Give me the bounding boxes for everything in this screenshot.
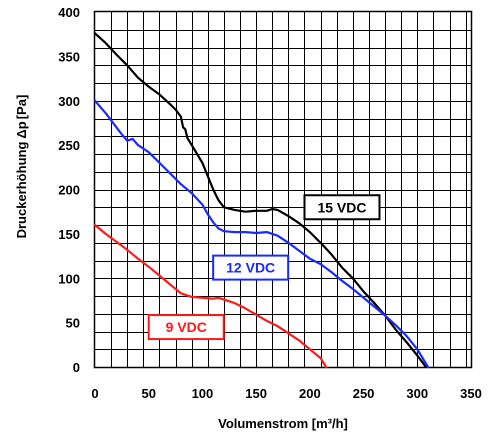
y-axis-title-group: Druckerhöhung <box>14 142 29 239</box>
y-tick-label: 0 <box>73 360 80 375</box>
series-label-15-vdc: 15 VDC <box>303 194 381 221</box>
series-label-12-vdc: 12 VDC <box>212 254 290 281</box>
x-tick-label: 350 <box>460 386 482 401</box>
series-label-text: 12 VDC <box>226 260 275 276</box>
y-tick-label: 100 <box>58 271 80 286</box>
series-line-12-vdc <box>93 99 430 369</box>
series-lines <box>93 32 430 369</box>
y-axis-unit: [Pa] <box>14 95 29 120</box>
x-tick-label: 150 <box>245 386 267 401</box>
series-line-9-vdc <box>93 223 328 369</box>
series-line-15-vdc <box>93 32 427 369</box>
gridlines <box>95 12 471 367</box>
series-label-text: 9 VDC <box>166 319 207 335</box>
delta-p-label: Δp <box>14 121 29 138</box>
y-tick-label: 300 <box>58 94 80 109</box>
x-axis-title: Volumenstrom [m³/h] <box>218 416 348 431</box>
x-tick-label: 250 <box>353 386 375 401</box>
series-label-9-vdc: 9 VDC <box>147 314 225 341</box>
series-label-box <box>212 254 290 281</box>
y-axis-unit-group: [Pa] <box>14 95 29 120</box>
series-label-text: 15 VDC <box>317 199 366 215</box>
x-tick-label: 0 <box>91 386 98 401</box>
y-tick-label: 150 <box>58 227 80 242</box>
y-tick-label: 350 <box>58 49 80 64</box>
y-axis-title: Druckerhöhung <box>14 142 29 239</box>
y-tick-label: 250 <box>58 138 80 153</box>
x-tick-label: 50 <box>141 386 155 401</box>
y-axis-ticks: 0 50 100 150 200 250 300 350 400 <box>58 5 80 375</box>
y-tick-label: 200 <box>58 183 80 198</box>
series-labels: 15 VDC 12 VDC 9 VDC <box>147 194 381 341</box>
y-tick-label: 400 <box>58 5 80 20</box>
delta-p-symbol: Δp <box>14 121 29 138</box>
series-label-box <box>147 314 225 341</box>
x-axis-ticks: 0 50 100 150 200 250 300 350 <box>91 386 481 401</box>
y-tick-label: 50 <box>66 316 80 331</box>
x-tick-label: 200 <box>299 386 321 401</box>
x-tick-label: 300 <box>406 386 428 401</box>
series-label-box <box>303 194 381 221</box>
plot-frame <box>93 10 473 369</box>
x-tick-label: 100 <box>192 386 214 401</box>
